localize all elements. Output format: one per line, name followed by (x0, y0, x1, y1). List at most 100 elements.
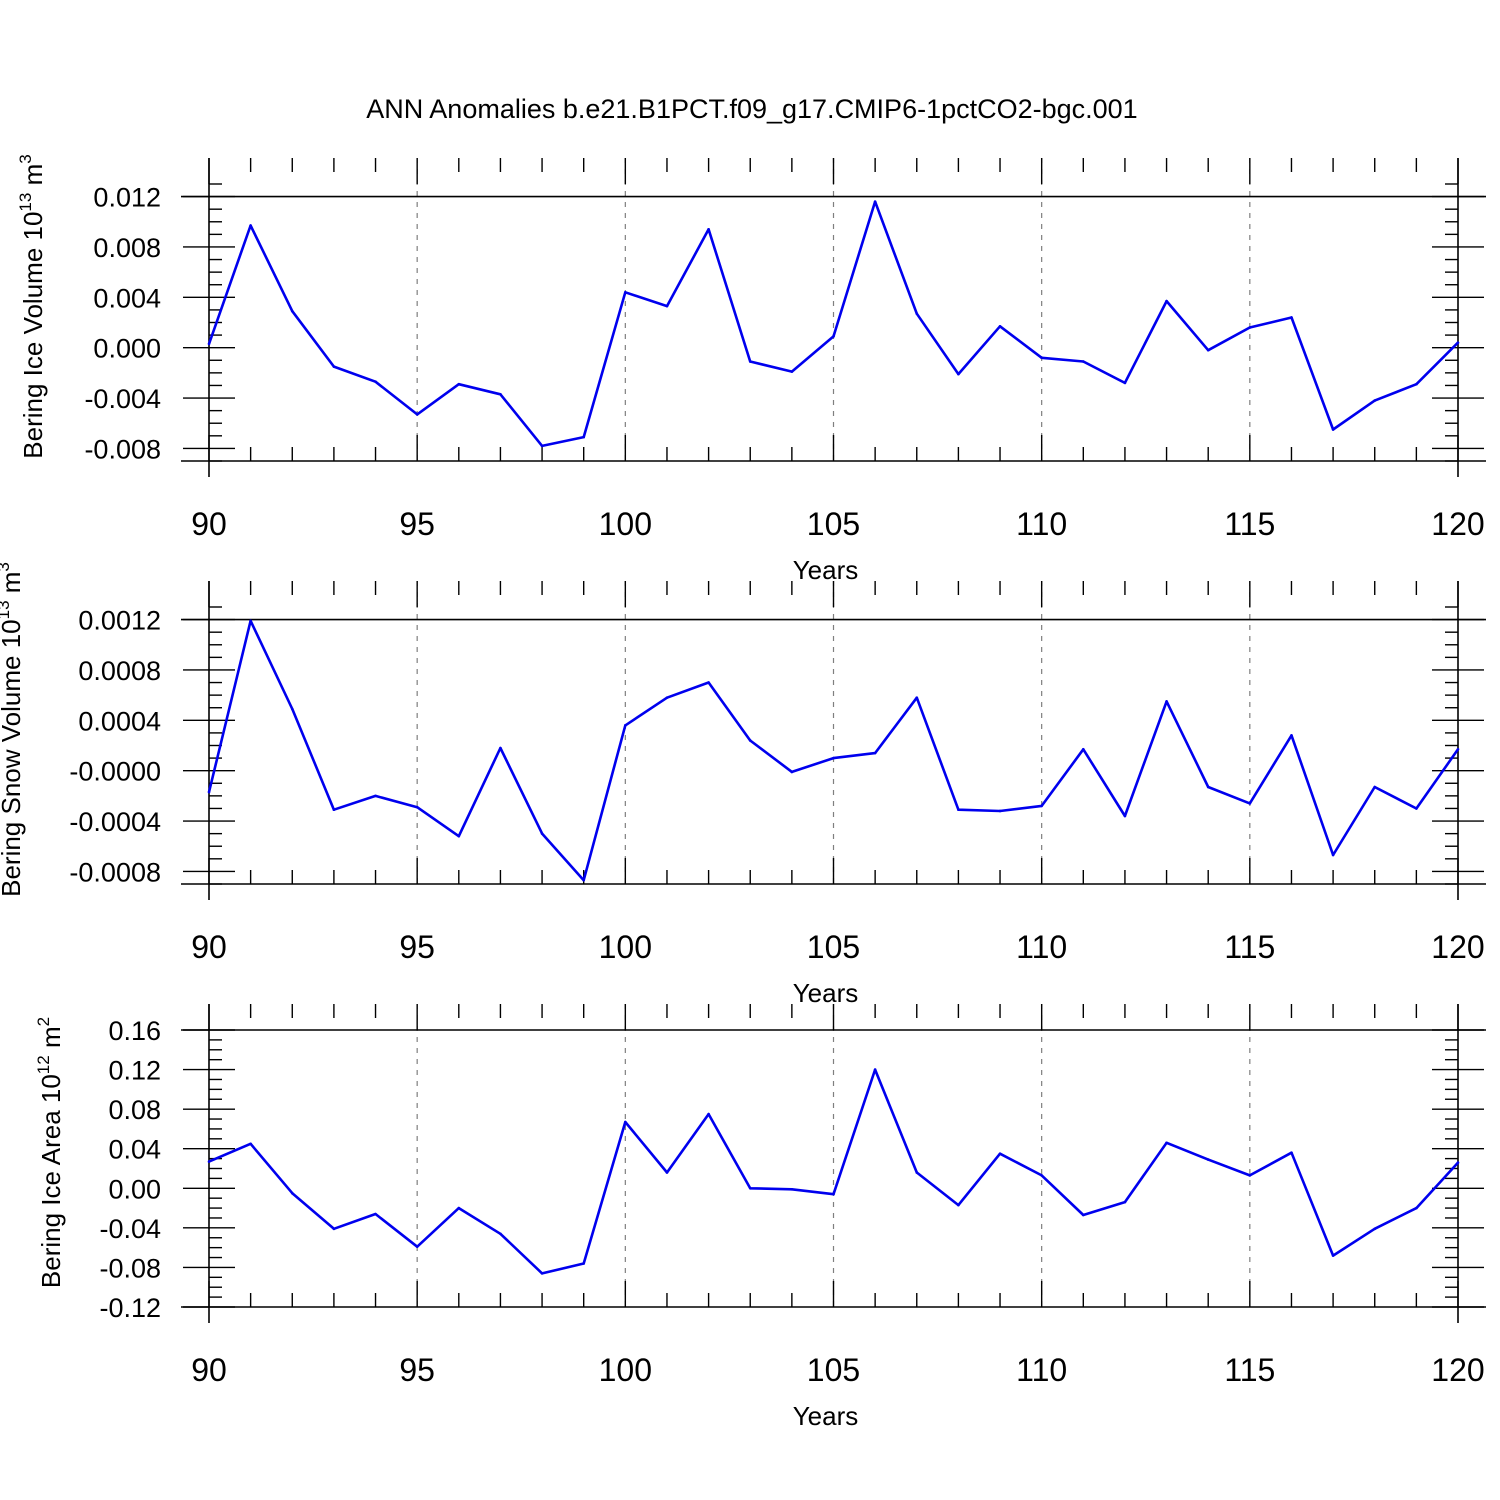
data-point (1415, 382, 1418, 386)
x-tick-label: 105 (807, 929, 860, 965)
data-point (748, 739, 752, 742)
data-point (582, 1262, 585, 1265)
data-point (1165, 299, 1168, 303)
data-point (457, 1206, 461, 1210)
data-point (998, 1152, 1002, 1155)
data-point (665, 304, 669, 308)
data-point (1040, 1174, 1043, 1177)
x-tick-label: 120 (1431, 1352, 1484, 1388)
y-tick-label: -0.008 (84, 434, 161, 464)
data-point (249, 1142, 252, 1146)
chart-title: ANN Anomalies b.e21.B1PCT.f09_g17.CMIP6-… (366, 94, 1137, 124)
data-point (249, 224, 252, 227)
y-axis-title: Bering Ice Volume 1013 m3 (16, 154, 48, 458)
data-point (457, 834, 461, 838)
data-point (582, 878, 585, 882)
data-point (207, 1160, 211, 1163)
data-point (1123, 381, 1127, 385)
y-tick-label: 0.000 (93, 334, 161, 364)
chart-panel-2: -0.0008 -0.0004 -0.0000 0.0004 0.0008 0.0012 9… (0, 562, 1486, 1008)
data-point (207, 790, 211, 794)
x-axis-title: Years (793, 978, 859, 1008)
x-tick-label: 110 (1016, 506, 1067, 542)
data-point (290, 309, 294, 313)
data-point (1165, 1141, 1168, 1145)
x-tick-label: 120 (1431, 506, 1484, 542)
data-point (707, 681, 710, 684)
data-point (1123, 1200, 1127, 1204)
data-point (415, 1245, 419, 1248)
y-tick-label: 0.04 (108, 1135, 161, 1165)
data-point (665, 696, 669, 699)
data-point (1082, 747, 1085, 751)
data-point (540, 832, 544, 835)
y-tick-label: 0.16 (108, 1016, 161, 1046)
data-point (790, 370, 794, 373)
data-point (1456, 747, 1460, 751)
data-point (1082, 360, 1085, 363)
data-point (624, 290, 627, 294)
y-tick-label: -0.0008 (69, 857, 161, 887)
data-point (832, 756, 835, 760)
chart-panel-3: -0.12 -0.08 -0.04 0.00 0.04 0.08 0.12 0.16 90 95 1… (34, 1004, 1486, 1431)
data-point (873, 200, 877, 203)
y-tick-label: -0.0000 (69, 757, 161, 787)
data-point (707, 228, 710, 231)
x-tick-label: 95 (399, 929, 435, 965)
data-point (1290, 1151, 1293, 1154)
data-point (374, 794, 377, 798)
data-point (707, 1112, 710, 1116)
x-tick-label: 120 (1431, 929, 1484, 965)
data-point (1290, 734, 1293, 737)
data-point (748, 1186, 752, 1190)
x-tick-label: 90 (191, 1352, 227, 1388)
y-tick-label: 0.008 (93, 233, 161, 263)
y-tick-label: 0.0012 (78, 606, 161, 636)
y-tick-label: -0.08 (99, 1253, 161, 1283)
data-point (748, 360, 752, 363)
data-point (1290, 316, 1293, 319)
data-point (957, 808, 960, 812)
y-tick-label: -0.04 (99, 1214, 161, 1244)
data-point (790, 1187, 794, 1191)
data-point (1123, 814, 1127, 818)
data-point (1248, 802, 1252, 805)
data-point (332, 1227, 336, 1231)
data-point (499, 746, 502, 750)
y-tick-label: -0.004 (84, 384, 161, 414)
data-point (249, 619, 252, 623)
x-tick-label: 115 (1224, 1352, 1275, 1388)
x-tick-label: 100 (599, 929, 652, 965)
data-point (499, 1232, 502, 1236)
data-point (998, 324, 1002, 328)
data-point (290, 1191, 294, 1195)
y-tick-label: -0.12 (99, 1293, 161, 1323)
data-point (1373, 1227, 1377, 1231)
data-point (915, 312, 919, 315)
x-tick-label: 95 (399, 1352, 435, 1388)
y-tick-label: 0.0008 (78, 656, 161, 686)
data-point (832, 335, 835, 338)
data-point (1456, 341, 1460, 344)
data-point (457, 382, 461, 386)
data-point (1082, 1213, 1085, 1217)
data-point (374, 380, 377, 383)
x-tick-label: 110 (1016, 929, 1067, 965)
x-tick-label: 110 (1016, 1352, 1067, 1388)
y-axis-title: Bering Snow Volume 1013 m3 (0, 562, 26, 897)
data-point (1415, 807, 1418, 810)
y-tick-label: -0.0004 (69, 807, 161, 837)
y-tick-label: 0.12 (108, 1056, 161, 1086)
data-point (1206, 348, 1210, 352)
data-point (915, 696, 919, 699)
data-point (1456, 1161, 1460, 1164)
x-axis-title: Years (793, 1401, 859, 1431)
data-point (1331, 1254, 1335, 1257)
data-point (1040, 356, 1043, 360)
data-point (332, 365, 336, 368)
data-point (332, 808, 336, 812)
data-point (374, 1212, 377, 1216)
y-tick-label: 0.08 (108, 1095, 161, 1125)
x-tick-label: 115 (1224, 929, 1275, 965)
